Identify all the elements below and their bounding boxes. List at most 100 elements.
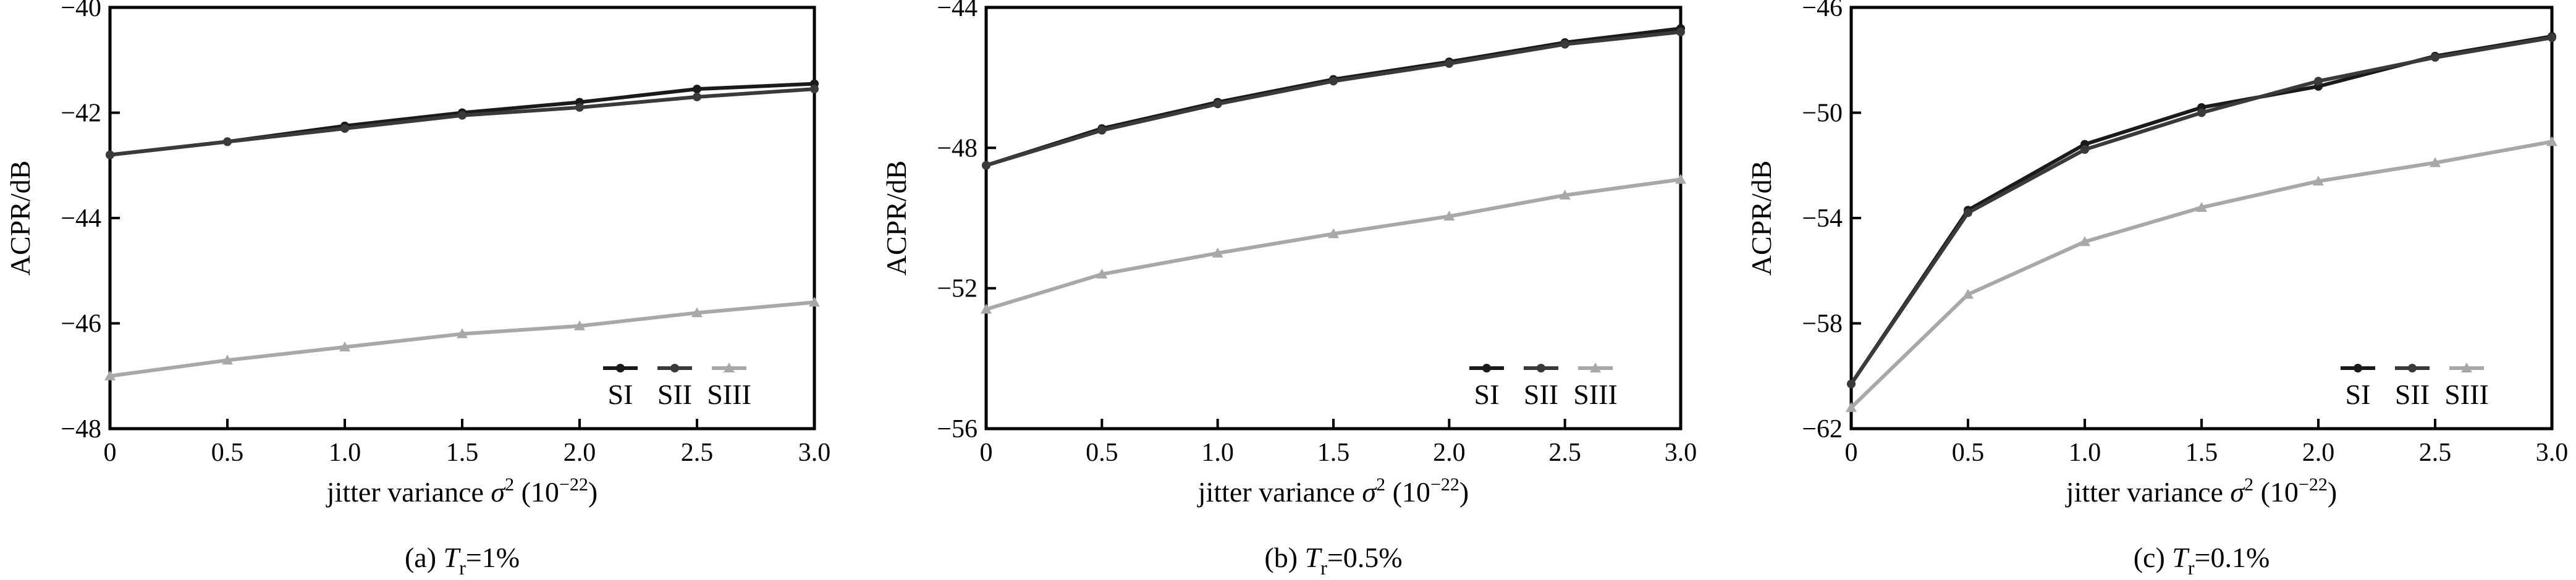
y-tick-label: −46	[1802, 0, 1843, 22]
x-axis-label: jitter variance σ2 (10−22)	[1197, 474, 1469, 508]
x-tick-label: 0.5	[1086, 439, 1118, 467]
x-tick-label: 1.0	[329, 439, 361, 467]
legend-marker	[1537, 364, 1545, 372]
legend-label-SII: SII	[657, 379, 692, 410]
data-point	[693, 85, 701, 94]
x-tick-label: 1.5	[446, 439, 479, 467]
x-tick-label: 1.5	[2185, 439, 2218, 467]
data-point	[1846, 401, 1857, 412]
y-tick-label: −58	[1802, 310, 1843, 338]
data-point	[982, 161, 990, 170]
data-point	[223, 137, 232, 146]
chart-panel-2: 0 0.5 1.0 1.5 2.0 2.5 3.0 −56 −52 −48 −44 ACPR/dB ji…	[880, 0, 1697, 579]
caption-var: T	[2172, 542, 2190, 573]
y-axis-label: ACPR/dB	[4, 161, 36, 276]
caption-suffix: =0.1%	[2195, 542, 2270, 573]
data-point	[1559, 190, 1571, 200]
data-point	[458, 111, 467, 120]
legend-label-SIII: SIII	[2444, 379, 2489, 410]
x-axis-label-unit-sup: −22	[2299, 474, 2328, 495]
x-axis-label: jitter variance σ2 (10−22)	[2065, 474, 2337, 508]
legend-marker	[616, 364, 625, 372]
caption-suffix: =0.5%	[1327, 542, 1403, 573]
x-tick-label: 0.5	[211, 439, 244, 467]
data-point	[1097, 125, 1107, 135]
chart-panel-1: 0 0.5 1.0 1.5 2.0 2.5 3.0 −48 −46 −44 −42 −40 ACPR/d…	[4, 0, 830, 579]
y-axis-label: ACPR/dB	[1746, 161, 1777, 276]
caption-sub: r	[2188, 557, 2195, 579]
data-point	[2313, 175, 2324, 186]
x-axis-label-unit: (10	[514, 476, 559, 508]
x-tick-label: 3.0	[1665, 439, 1697, 467]
x-axis-label-unit-close: )	[1459, 476, 1469, 508]
y-tick-label: −46	[61, 310, 101, 338]
x-axis-label-sigma: σ	[2230, 476, 2245, 508]
x-tick-label: 0.5	[1952, 439, 1985, 467]
x-tick-label: 1.0	[1201, 439, 1234, 467]
plot-frame	[984, 6, 1683, 431]
data-point	[1445, 59, 1454, 68]
y-tick-label: −48	[937, 134, 978, 162]
panel-caption: (b) Tr=0.5%	[1264, 542, 1402, 579]
data-point	[106, 150, 114, 159]
data-point	[457, 328, 468, 338]
x-axis-label-unit: (10	[1385, 476, 1430, 508]
x-axis-label-unit-close: )	[2328, 476, 2337, 508]
data-point	[339, 341, 350, 351]
x-axis-label-unit-close: )	[588, 476, 598, 508]
data-point	[222, 355, 233, 365]
legend-label-SI: SI	[608, 379, 633, 410]
caption-prefix: (c)	[2134, 542, 2173, 573]
x-tick-label: 3.0	[2536, 439, 2569, 467]
legend-marker	[1590, 363, 1601, 372]
y-tick-label: −56	[937, 415, 978, 443]
x-tick-label: 0	[980, 439, 993, 467]
legend-label-SIII: SIII	[1573, 379, 1618, 410]
x-axis-label-sigma: σ	[491, 476, 506, 508]
y-tick-label: −40	[61, 0, 101, 22]
data-point	[1962, 288, 1974, 299]
y-tick-label: −42	[61, 99, 101, 128]
y-tick-label: −52	[937, 275, 978, 303]
data-point	[340, 124, 349, 133]
series-line-SIII	[109, 300, 815, 378]
caption-sub: r	[459, 557, 466, 579]
y-tick-label: −44	[937, 0, 978, 22]
x-axis-label-sigma: σ	[1362, 476, 1377, 508]
y-tick-label: −44	[61, 204, 101, 233]
data-point	[2314, 77, 2323, 86]
data-point	[1675, 174, 1686, 184]
data-point	[2080, 145, 2089, 154]
caption-prefix: (a)	[405, 542, 444, 573]
legend-marker	[1482, 364, 1491, 372]
y-axis-label: ACPR/dB	[880, 161, 912, 276]
data-point	[2079, 236, 2090, 246]
caption-prefix: (b)	[1264, 542, 1304, 573]
x-tick-label: 2.5	[681, 439, 714, 467]
y-tick-label: −62	[1802, 415, 1843, 443]
x-tick-label: 2.0	[564, 439, 596, 467]
y-tick-label: −48	[61, 415, 101, 443]
data-point	[104, 370, 116, 380]
data-point	[1676, 27, 1685, 36]
data-point	[1328, 228, 1339, 238]
series-line-SIII	[1849, 140, 2553, 410]
plot-frame	[1849, 6, 2554, 431]
series-line-SI	[986, 27, 1681, 167]
x-axis-label-text: jitter variance	[1197, 476, 1362, 508]
data-point	[691, 307, 703, 317]
series-line-SII	[986, 30, 1681, 167]
data-point	[810, 85, 819, 94]
x-tick-label: 0	[1845, 439, 1858, 467]
x-axis-label-sup: 2	[2244, 474, 2253, 495]
x-tick-label: 3.0	[798, 439, 831, 467]
data-point	[2431, 53, 2439, 62]
legend-marker	[670, 364, 679, 372]
y-tick-label: −50	[1802, 99, 1843, 128]
x-axis-label-unit-sup: −22	[1430, 474, 1459, 495]
panel-caption: (c) Tr=0.1%	[2134, 542, 2270, 579]
data-point	[1560, 40, 1569, 49]
legend-label-SII: SII	[1524, 379, 1558, 410]
x-tick-label: 2.0	[2302, 439, 2335, 467]
